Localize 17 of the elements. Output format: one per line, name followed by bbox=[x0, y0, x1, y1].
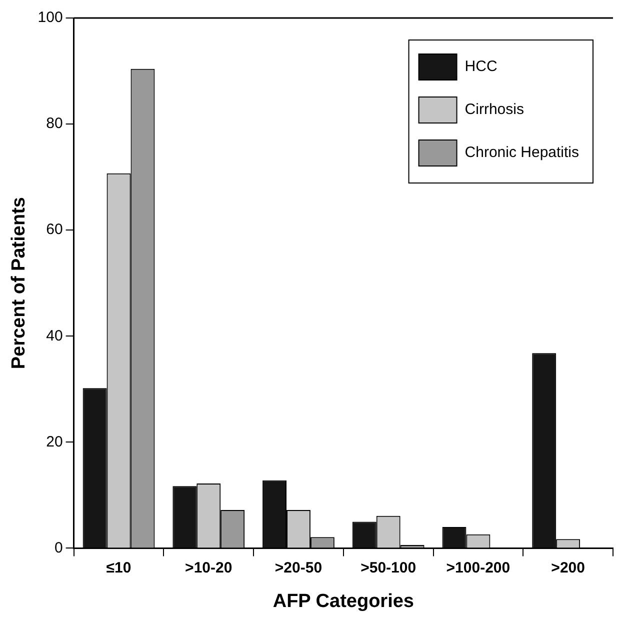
y-tick-label: 40 bbox=[46, 327, 63, 344]
x-tick-label: >100-200 bbox=[446, 559, 510, 576]
y-tick-label: 60 bbox=[46, 221, 63, 238]
x-axis-title: AFP Categories bbox=[272, 590, 414, 612]
x-tick-label: >20-50 bbox=[274, 559, 322, 576]
x-tick-label: >10-20 bbox=[185, 559, 232, 576]
y-axis-title: Percent of Patients bbox=[8, 197, 30, 370]
legend-label: HCC bbox=[464, 58, 498, 76]
y-tick-label: 100 bbox=[38, 9, 63, 26]
x-tick-label: ≤10 bbox=[106, 559, 132, 576]
y-tick-label: 20 bbox=[46, 433, 63, 450]
legend-label: Chronic Hepatitis bbox=[464, 144, 580, 162]
legend-label: Cirrhosis bbox=[464, 101, 524, 118]
x-tick-label: >50-100 bbox=[360, 559, 416, 576]
y-tick-label: 0 bbox=[54, 539, 63, 556]
x-tick-label: >200 bbox=[551, 559, 585, 576]
y-tick-label: 80 bbox=[46, 115, 63, 132]
